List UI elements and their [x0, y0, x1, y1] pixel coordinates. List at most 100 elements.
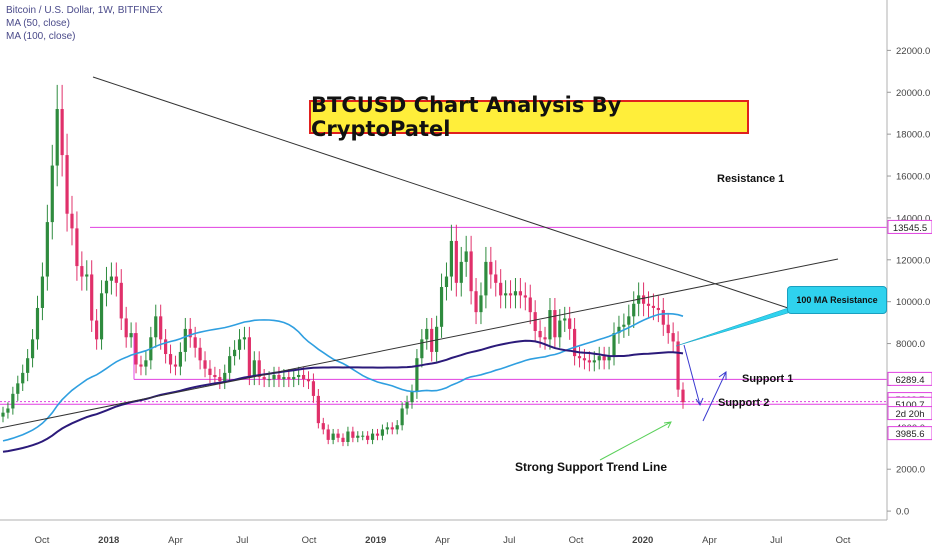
x-tick-label: Oct	[35, 535, 50, 546]
candle-body	[366, 435, 370, 440]
candle-body	[464, 251, 468, 262]
candle-body	[518, 291, 522, 296]
chart-title: BTCUSD Chart Analysis By CryptoPatel	[311, 93, 622, 141]
candle-body	[45, 222, 49, 277]
candle-body	[321, 423, 325, 430]
candle-body	[30, 339, 35, 359]
ma-resistance-label: 100 MA Resistance	[796, 295, 878, 305]
y-tick-label: 20000.0	[896, 88, 930, 99]
candle-body	[228, 356, 232, 373]
candle-body	[159, 316, 163, 340]
candle-body	[326, 429, 330, 440]
candle-body	[99, 293, 104, 340]
candle-body	[380, 429, 385, 436]
candle-body	[213, 374, 217, 378]
candle-body	[247, 337, 251, 378]
y-tick-label: 18000.0	[896, 130, 930, 141]
candle-body	[548, 310, 552, 340]
candle-body	[252, 360, 256, 378]
candle-body	[301, 374, 306, 380]
candle-body	[370, 433, 375, 440]
x-tick-label: Jul	[503, 535, 515, 546]
candle-body	[513, 291, 518, 296]
x-tick-label: 2019	[365, 535, 386, 546]
y-tick-label: 14000.0	[896, 213, 930, 224]
up-arrow	[702, 371, 727, 422]
x-tick-label: Apr	[168, 535, 183, 546]
candle-body	[6, 408, 10, 413]
candle-body	[311, 381, 316, 396]
candle-body	[568, 318, 572, 329]
candle-body	[435, 326, 439, 352]
candle-body	[523, 295, 527, 298]
candle-body	[632, 303, 636, 317]
legend-ma100: MA (100, close)	[6, 31, 76, 42]
candle-body	[622, 324, 626, 327]
candle-body	[232, 349, 237, 357]
x-tick-label: Apr	[702, 535, 717, 546]
candle-body	[430, 328, 434, 352]
candle-body	[316, 395, 320, 424]
candle-body	[183, 328, 187, 352]
candle-body	[666, 324, 670, 334]
price-tag-label: 13545.5	[893, 223, 927, 234]
candle-body	[390, 427, 394, 430]
price-tag-label: 5100.7	[895, 400, 924, 411]
candle-body	[681, 389, 685, 403]
candle-body	[607, 356, 611, 361]
candle-body	[587, 360, 591, 363]
x-tick-label: Oct	[302, 535, 317, 546]
candle-body	[218, 377, 222, 382]
candle-body	[563, 318, 567, 321]
candle-body	[257, 360, 261, 378]
candle-body	[341, 437, 345, 442]
candle-body	[223, 372, 227, 382]
candle-body	[272, 374, 276, 380]
candle-body	[104, 280, 109, 294]
candle-body	[661, 310, 665, 325]
candle-body	[139, 364, 143, 367]
candle-body	[469, 251, 473, 292]
y-tick-label: 16000.0	[896, 172, 930, 183]
x-tick-label: 2018	[98, 535, 119, 546]
candle-body	[361, 435, 365, 437]
candle-body	[410, 391, 414, 403]
candle-body	[400, 408, 404, 426]
candle-body	[479, 295, 483, 313]
down-arrow	[683, 344, 704, 407]
candle-body	[70, 213, 74, 229]
candle-body	[459, 261, 463, 283]
y-tick-label: 22000.0	[896, 46, 930, 57]
candle-body	[612, 333, 616, 357]
candle-body	[646, 303, 651, 306]
candle-body	[124, 318, 128, 338]
candle-body	[26, 358, 30, 373]
candle-body	[1, 412, 5, 417]
candle-body	[50, 165, 54, 223]
candle-body	[292, 377, 296, 380]
x-tick-label: Apr	[435, 535, 450, 546]
candle-body	[164, 339, 168, 355]
legend-ma50: MA (50, close)	[6, 18, 70, 29]
candle-body	[203, 360, 207, 369]
candle-body	[671, 333, 675, 342]
candle-body	[425, 328, 429, 340]
y-tick-label: 12000.0	[896, 255, 930, 266]
y-tick-label: 8000.0	[896, 339, 925, 350]
y-tick-label: 2000.0	[896, 465, 925, 476]
x-tick-label: 2020	[632, 535, 653, 546]
candle-body	[129, 333, 133, 338]
y-tick-label: 10000.0	[896, 297, 930, 308]
chart-title-banner: BTCUSD Chart Analysis By CryptoPatel	[309, 93, 749, 141]
candle-body	[65, 155, 69, 214]
y-tick-label: 0.0	[896, 507, 909, 518]
candle-body	[533, 312, 537, 331]
candle-body	[494, 274, 498, 283]
candle-body	[168, 354, 173, 365]
candle-body	[208, 368, 212, 375]
candle-body	[85, 274, 89, 277]
candle-body	[508, 293, 513, 296]
candle-body	[582, 358, 587, 361]
candle-body	[154, 316, 158, 338]
candle-body	[114, 276, 118, 283]
